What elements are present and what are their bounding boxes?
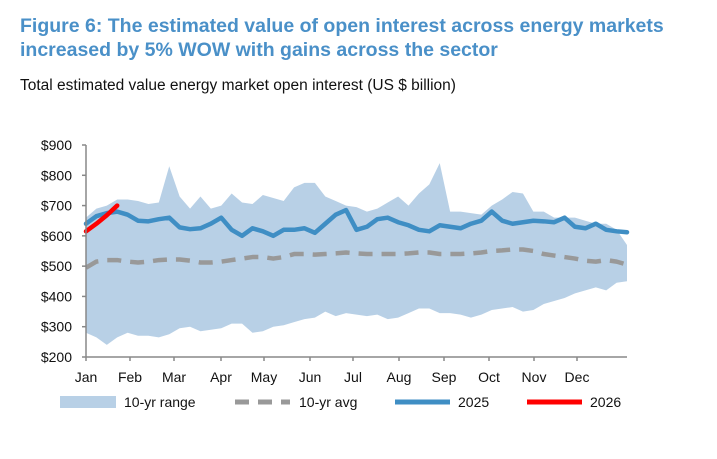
x-tick-label: Feb [118, 369, 142, 385]
legend-swatch-range [60, 396, 116, 408]
y-tick-label: $200 [41, 349, 72, 365]
series-10yr-avg [84, 247, 628, 270]
y-tick-label: $600 [41, 228, 72, 244]
x-tick-label: Apr [210, 369, 232, 385]
legend: 10-yr range 10-yr avg 2025 2026 [60, 394, 621, 410]
x-tick-label: Nov [522, 369, 547, 385]
x-tick-label: Jun [299, 369, 322, 385]
y-tick-label: $400 [41, 288, 72, 304]
x-tick-label: Jul [344, 369, 362, 385]
x-tick-label: May [251, 369, 277, 385]
chart-subtitle: Total estimated value energy market open… [20, 77, 456, 94]
x-tick-label: Jan [75, 369, 98, 385]
y-tick-label: $900 [41, 137, 72, 153]
chart-title: Figure 6: The estimated value of open in… [20, 15, 664, 61]
y-tick-label: $500 [41, 258, 72, 274]
x-tick-label: Aug [387, 369, 412, 385]
series-2026 [83, 203, 120, 234]
legend-label-2026: 2026 [590, 394, 621, 410]
x-tick-label: Dec [565, 369, 590, 385]
range-band [86, 163, 627, 345]
y-tick-label: $700 [41, 198, 72, 214]
y-tick-label: $800 [41, 167, 72, 183]
x-tick-label: Oct [478, 369, 500, 385]
y-tick-label: $300 [41, 319, 72, 335]
legend-label-range: 10-yr range [124, 394, 196, 410]
legend-label-avg: 10-yr avg [299, 394, 357, 410]
x-tick-label: Sep [432, 369, 457, 385]
x-tick-label: Mar [162, 369, 186, 385]
series-2025 [83, 207, 630, 239]
legend-label-2025: 2025 [458, 394, 489, 410]
